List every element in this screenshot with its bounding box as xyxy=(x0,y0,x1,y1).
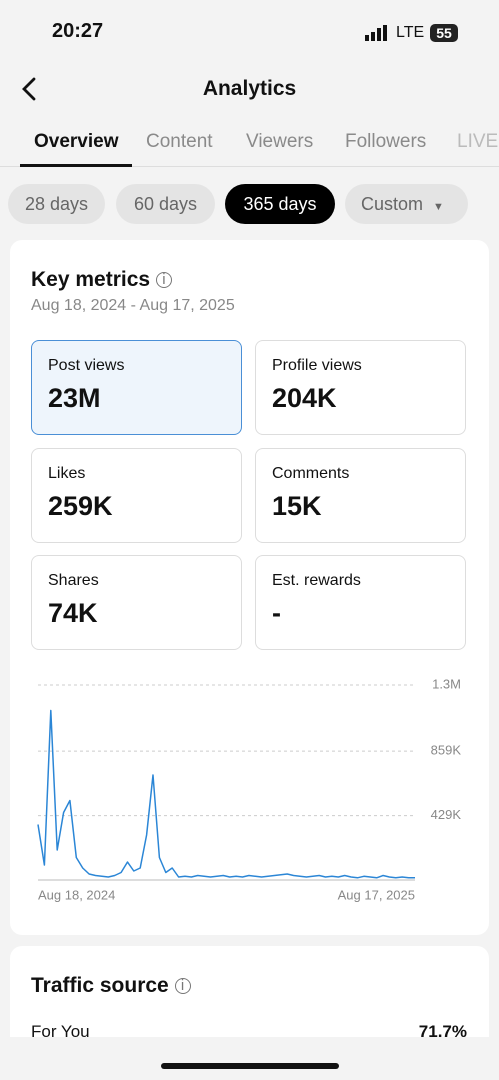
network-label: LTE xyxy=(396,24,425,41)
y-tick-label: 429K xyxy=(431,807,462,822)
tab[interactable]: Overview xyxy=(34,131,119,152)
chart: 1.3M 859K 429K Aug 18, 2024 Aug 17, 2025 xyxy=(37,676,462,902)
metric-tile[interactable]: Profile views 204K xyxy=(255,340,466,435)
metric-value: 259K xyxy=(48,491,113,521)
bottom-bar xyxy=(0,1037,499,1080)
dropdown-icon: ▼ xyxy=(433,201,444,213)
filter-chip[interactable]: 365 days xyxy=(225,184,335,224)
metric-label: Likes xyxy=(48,465,86,482)
status-time: 20:27 xyxy=(52,20,104,42)
metric-tile[interactable]: Likes 259K xyxy=(31,448,242,543)
metric-label: Post views xyxy=(48,357,125,374)
tab[interactable]: Viewers xyxy=(246,131,314,152)
info-icon[interactable]: i xyxy=(155,272,172,289)
metric-value: - xyxy=(272,598,281,628)
tab[interactable]: Content xyxy=(146,131,213,152)
metric-tile[interactable]: Est. rewards - xyxy=(255,555,466,650)
metric-value: 23M xyxy=(48,383,101,413)
metric-value: 15K xyxy=(272,491,322,521)
back-button[interactable] xyxy=(18,76,40,102)
tab-indicator xyxy=(20,164,132,167)
data-line xyxy=(37,709,415,879)
tab[interactable]: Followers xyxy=(345,131,427,152)
metric-tile[interactable]: Shares 74K xyxy=(31,555,242,650)
signal-icon xyxy=(365,25,387,41)
metric-label: Est. rewards xyxy=(272,572,361,589)
x-tick-label: Aug 18, 2024 xyxy=(38,887,115,902)
metric-value: 204K xyxy=(272,383,337,413)
tab-divider xyxy=(0,166,499,167)
y-tick-label: 859K xyxy=(431,743,462,758)
metric-tile[interactable]: Comments 15K xyxy=(255,448,466,543)
chip-label: Custom xyxy=(361,194,424,214)
title-text: Key metrics xyxy=(31,268,151,291)
title-text: Traffic source xyxy=(31,974,169,997)
metric-value: 74K xyxy=(48,598,98,628)
home-indicator xyxy=(161,1063,339,1069)
section-title: Traffic source i xyxy=(31,974,191,998)
x-tick-label: Aug 17, 2025 xyxy=(338,887,415,902)
metric-label: Shares xyxy=(48,572,99,589)
traffic-label: For You xyxy=(31,1022,90,1041)
date-range: Aug 18, 2024 - Aug 17, 2025 xyxy=(31,297,235,314)
info-icon[interactable]: i xyxy=(174,978,191,995)
tab[interactable]: LIVE xyxy=(457,131,499,152)
filter-chip[interactable]: 28 days xyxy=(8,184,105,224)
battery: 55 xyxy=(430,24,458,42)
metric-label: Profile views xyxy=(272,357,362,374)
filter-chip[interactable]: Custom ▼ xyxy=(345,184,468,224)
metric-label: Comments xyxy=(272,465,350,482)
section-title: Key metrics i xyxy=(31,268,172,292)
y-tick-label: 1.3M xyxy=(432,676,461,691)
metric-tile[interactable]: Post views 23M xyxy=(31,340,242,435)
traffic-value: 71.7% xyxy=(418,1022,467,1041)
page-title: Analytics xyxy=(202,77,297,100)
filter-chip[interactable]: 60 days xyxy=(116,184,215,224)
